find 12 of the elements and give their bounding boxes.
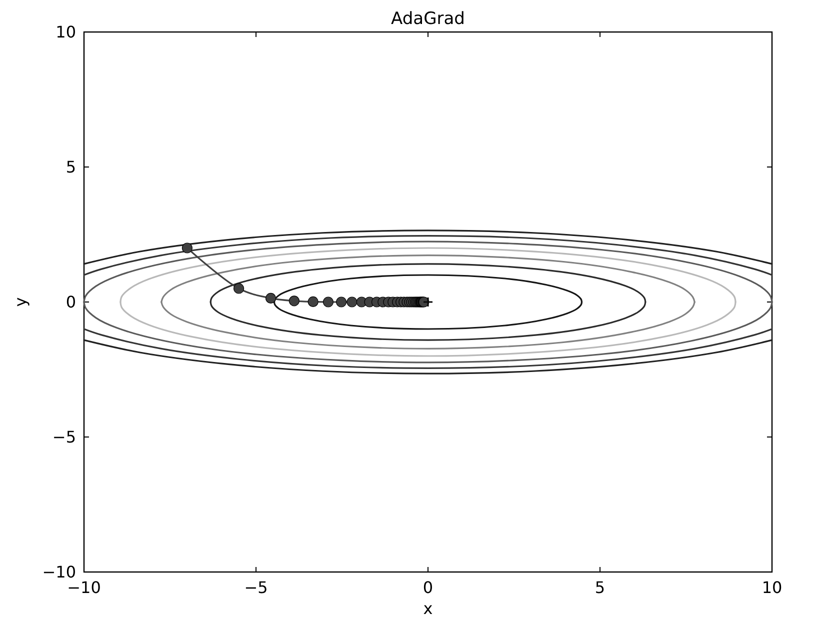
x-tick-label: 0	[422, 578, 434, 597]
x-tick-label: −5	[244, 578, 268, 597]
y-axis-title: y	[11, 297, 30, 307]
y-tick-label: 10	[56, 22, 76, 42]
chart-title: AdaGrad	[391, 9, 465, 29]
y-tick-label: −10	[42, 562, 76, 582]
y-tick-label: −5	[52, 428, 76, 447]
y-tick-label: 5	[66, 158, 76, 177]
x-axis-title: x	[423, 599, 433, 618]
x-tick-label: 10	[762, 578, 782, 597]
y-tick-label: 0	[66, 292, 76, 312]
x-tick-label: 5	[594, 578, 606, 597]
